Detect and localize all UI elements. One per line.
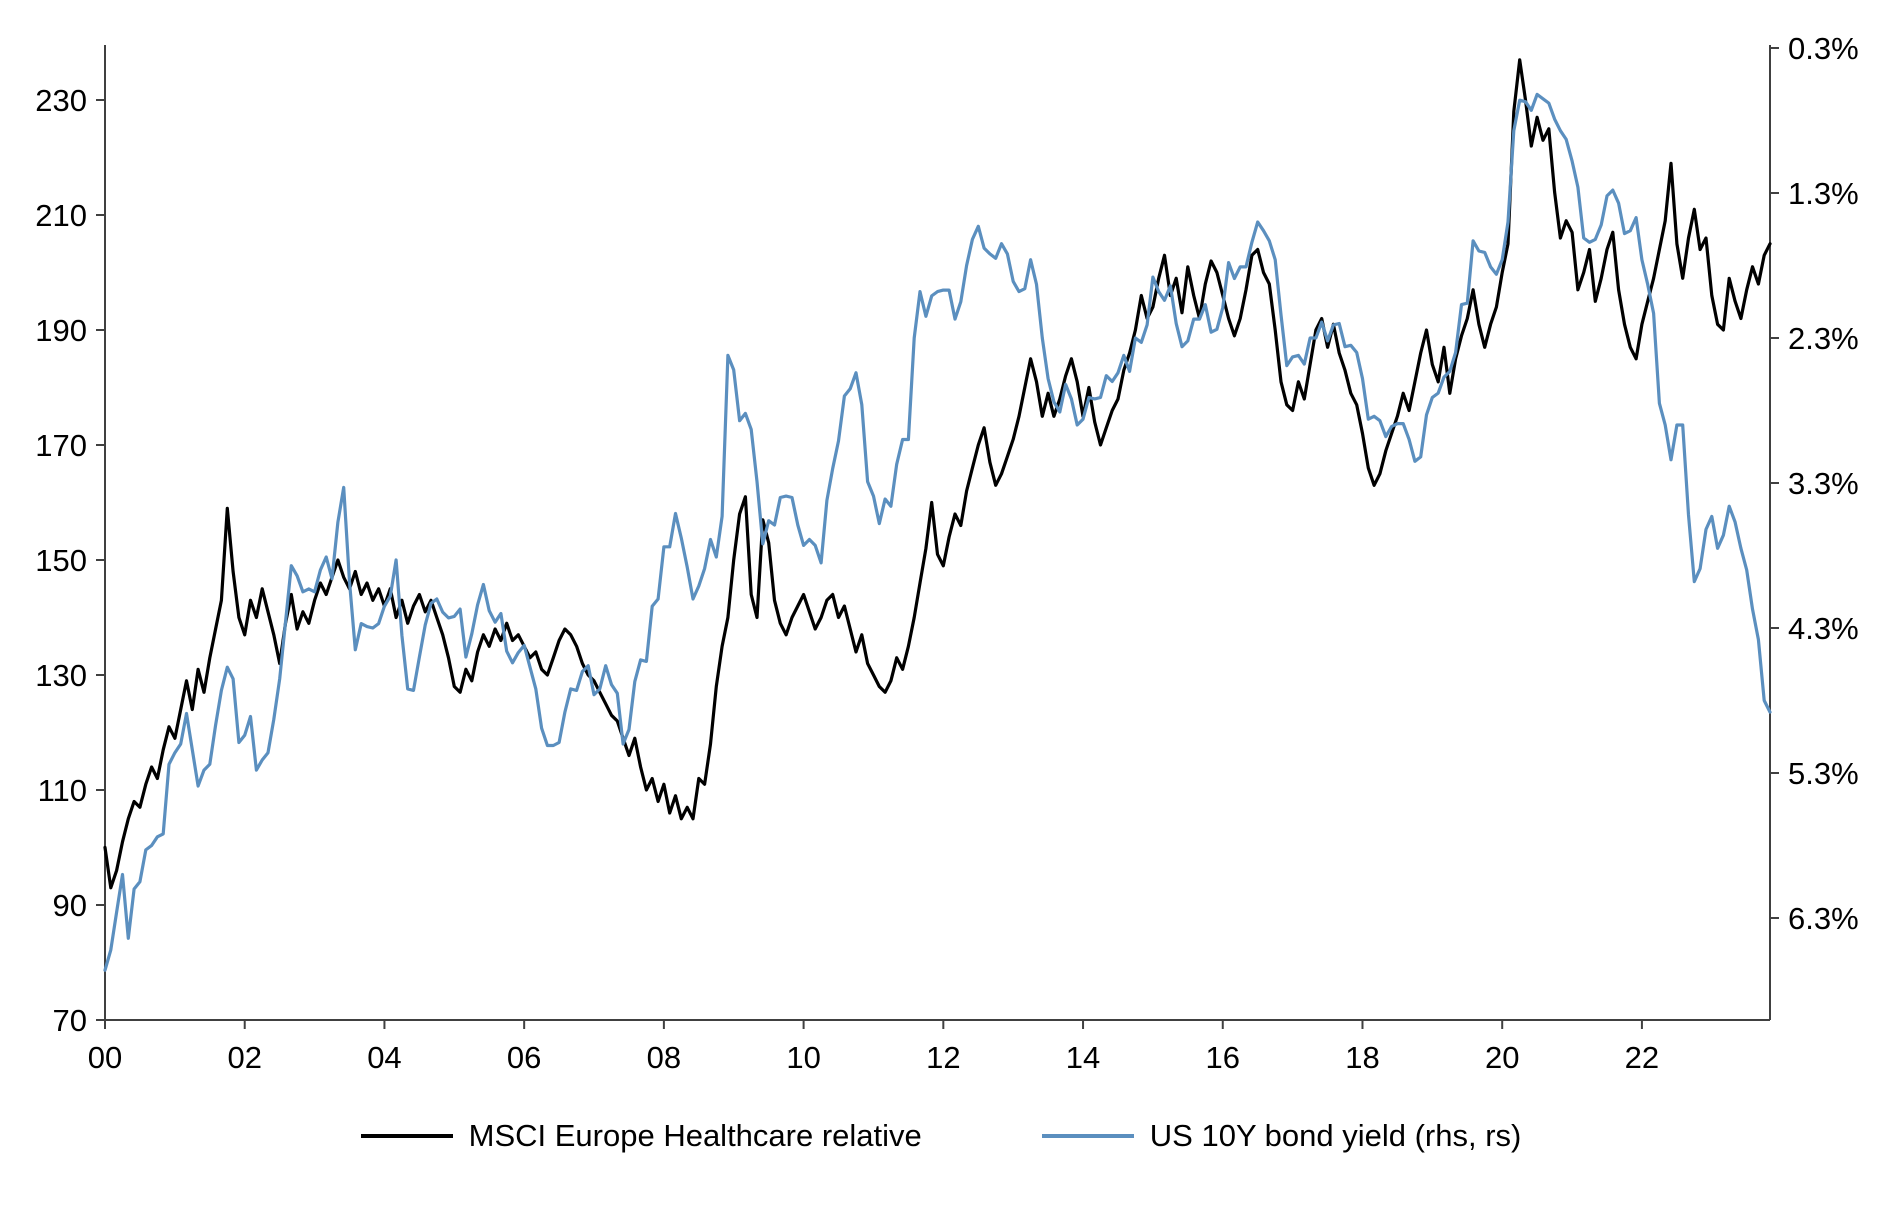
x-axis-tick-label: 20 bbox=[1485, 1040, 1519, 1075]
left-axis-tick-label: 190 bbox=[35, 313, 87, 348]
right-axis-tick-label: 6.3% bbox=[1788, 901, 1859, 936]
x-axis-tick-label: 18 bbox=[1345, 1040, 1379, 1075]
legend-label-msci: MSCI Europe Healthcare relative bbox=[468, 1118, 922, 1153]
x-axis-tick-label: 04 bbox=[367, 1040, 401, 1075]
x-axis-tick-label: 06 bbox=[507, 1040, 541, 1075]
legend-item-msci: MSCI Europe Healthcare relative bbox=[360, 1118, 922, 1154]
legend-item-bond-yield: US 10Y bond yield (rhs, rs) bbox=[1041, 1118, 1522, 1154]
right-axis-tick-label: 3.3% bbox=[1788, 466, 1859, 501]
legend-line-swatch-msci bbox=[360, 1134, 453, 1138]
left-axis-tick-label: 210 bbox=[35, 198, 87, 233]
x-axis-tick-label: 10 bbox=[786, 1040, 820, 1075]
x-axis-tick-label: 14 bbox=[1066, 1040, 1100, 1075]
left-axis-tick-label: 230 bbox=[35, 83, 87, 118]
x-axis-tick-label: 00 bbox=[88, 1040, 122, 1075]
left-axis-tick-label: 70 bbox=[53, 1003, 87, 1038]
series-line-msci bbox=[103, 58, 1772, 890]
left-axis-tick-label: 90 bbox=[53, 888, 87, 923]
left-axis-tick-label: 110 bbox=[38, 773, 87, 808]
x-axis-tick-label: 08 bbox=[647, 1040, 681, 1075]
right-axis-tick-label: 5.3% bbox=[1788, 756, 1859, 791]
x-axis-tick-label: 12 bbox=[926, 1040, 960, 1075]
series-line-bond-yield bbox=[103, 92, 1772, 972]
x-axis-tick-label: 22 bbox=[1625, 1040, 1659, 1075]
x-axis-tick-label: 16 bbox=[1206, 1040, 1240, 1075]
left-axis-tick-label: 130 bbox=[35, 658, 87, 693]
legend-line-swatch-bond-yield bbox=[1041, 1134, 1134, 1138]
legend-label-bond-yield: US 10Y bond yield (rhs, rs) bbox=[1149, 1118, 1522, 1153]
left-axis-tick-label: 170 bbox=[35, 428, 87, 463]
left-axis-tick-label: 150 bbox=[35, 543, 87, 578]
x-axis-tick-label: 02 bbox=[227, 1040, 261, 1075]
right-axis-tick-label: 0.3% bbox=[1788, 31, 1859, 66]
right-axis-tick-label: 1.3% bbox=[1788, 176, 1859, 211]
right-axis-tick-label: 2.3% bbox=[1788, 321, 1859, 356]
right-axis-tick-label: 4.3% bbox=[1788, 611, 1859, 646]
legend: MSCI Europe Healthcare relative US 10Y b… bbox=[0, 1118, 1882, 1154]
